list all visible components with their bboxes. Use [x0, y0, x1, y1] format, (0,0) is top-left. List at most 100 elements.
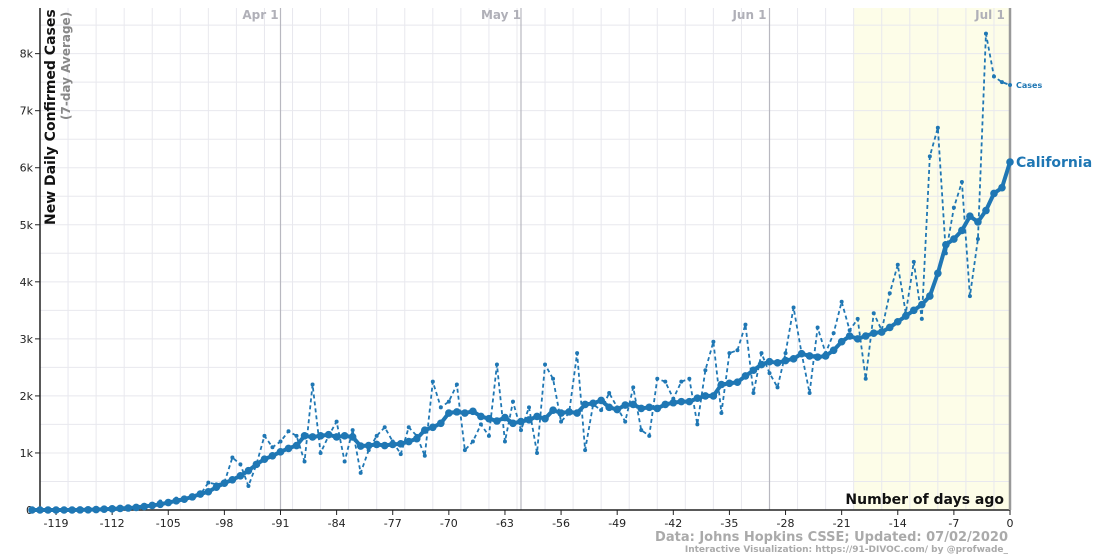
data-point	[374, 433, 379, 438]
series	[28, 31, 1014, 514]
data-point	[863, 376, 868, 381]
data-point	[350, 428, 355, 433]
data-point	[885, 323, 894, 332]
series-end-label: California	[1016, 155, 1092, 171]
data-point	[637, 404, 646, 413]
data-point	[100, 505, 108, 514]
data-point	[597, 396, 605, 405]
data-point	[486, 433, 491, 438]
data-point	[493, 417, 501, 425]
data-point	[294, 433, 299, 438]
x-tick-label: -49	[608, 517, 626, 530]
data-point	[543, 362, 548, 367]
data-point	[741, 372, 750, 380]
data-point	[935, 125, 940, 130]
axes: 0 1k 2k 3k 4k 5k 6k 7k 8k -119 -112 -105 -98 -91 -84 -7…	[20, 8, 1014, 530]
data-credit: Data: Johns Hopkins CSSE; Updated: 07/02…	[655, 530, 1008, 545]
data-point	[108, 505, 116, 513]
data-point	[437, 419, 445, 428]
data-point	[1008, 83, 1012, 88]
data-point	[342, 459, 347, 464]
data-point	[454, 382, 459, 387]
data-point	[236, 471, 245, 480]
data-point	[991, 74, 996, 79]
data-point	[942, 240, 950, 249]
data-point	[821, 352, 830, 360]
y-tick-label: 3k	[20, 333, 34, 346]
data-point	[853, 335, 862, 343]
data-point	[911, 259, 916, 264]
data-point	[1006, 158, 1014, 166]
data-point	[382, 425, 387, 430]
data-point	[781, 356, 790, 365]
data-point	[623, 419, 628, 424]
data-point	[719, 411, 724, 416]
data-point	[509, 419, 517, 428]
x-tick-label: -119	[44, 517, 69, 530]
data-point	[52, 506, 60, 514]
data-point	[502, 439, 507, 444]
data-point	[116, 504, 124, 513]
month-label: Jul 1	[974, 8, 1005, 22]
data-point	[759, 351, 764, 356]
data-point	[565, 408, 573, 416]
data-point	[974, 218, 982, 226]
data-point	[164, 498, 173, 507]
data-point	[975, 237, 980, 242]
data-point	[918, 300, 926, 309]
data-point	[380, 441, 389, 450]
data-point	[950, 235, 958, 243]
series-california	[28, 158, 1014, 514]
data-point	[791, 305, 796, 310]
y-tick-label: 2k	[20, 390, 34, 403]
data-point	[751, 391, 756, 396]
data-point	[990, 189, 998, 198]
data-point	[829, 346, 838, 355]
data-point	[308, 433, 317, 441]
data-point	[356, 442, 365, 450]
data-point	[695, 422, 700, 427]
x-tick-label: 0	[1007, 517, 1014, 530]
data-point	[749, 366, 758, 375]
data-point	[895, 262, 900, 267]
data-point	[469, 407, 477, 416]
data-point	[404, 437, 413, 446]
data-point	[607, 391, 612, 396]
data-point	[36, 506, 44, 514]
data-point	[324, 430, 333, 439]
data-point	[396, 440, 405, 448]
data-point	[462, 448, 467, 453]
data-point	[775, 385, 780, 390]
data-point	[967, 294, 972, 299]
data-point	[767, 371, 772, 376]
data-point	[517, 417, 525, 426]
data-point	[44, 506, 52, 514]
data-point	[334, 419, 339, 424]
data-point	[581, 400, 589, 409]
data-point	[717, 380, 726, 389]
data-point	[910, 306, 918, 315]
data-point	[661, 400, 670, 409]
data-point	[372, 440, 381, 449]
data-point	[124, 504, 132, 512]
month-label: May 1	[481, 8, 521, 22]
data-point	[805, 352, 814, 360]
data-point	[837, 337, 846, 346]
data-point	[420, 426, 429, 434]
data-point	[783, 351, 788, 356]
data-point	[501, 413, 509, 422]
data-point	[639, 428, 644, 433]
data-point	[757, 360, 766, 369]
data-point	[999, 80, 1004, 85]
data-point	[797, 349, 806, 358]
data-point	[172, 497, 181, 505]
data-point	[388, 440, 397, 449]
data-point	[364, 441, 373, 450]
data-point	[527, 405, 532, 410]
y-axis-subtitle: (7-day Average)	[59, 12, 73, 120]
data-point	[340, 432, 349, 440]
data-point	[725, 379, 734, 388]
data-point	[839, 299, 844, 304]
data-point	[927, 154, 932, 159]
data-point	[951, 205, 956, 210]
